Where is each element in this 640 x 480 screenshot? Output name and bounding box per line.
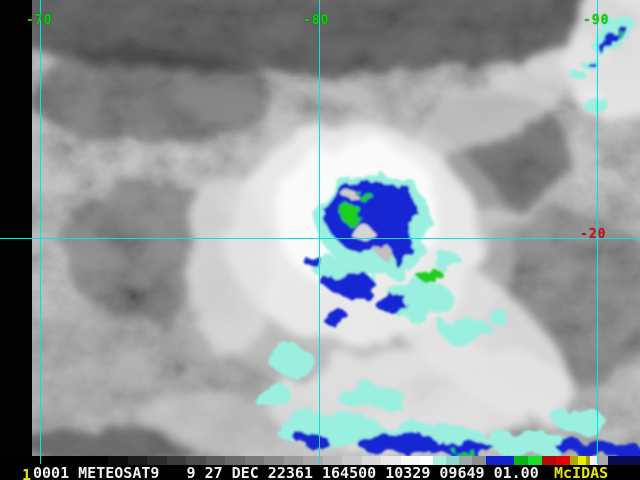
colorbar-segment: [514, 456, 528, 465]
satellite-cloud-scene: [0, 0, 640, 456]
colorbar-segment: [322, 456, 342, 465]
colorbar-segment: [486, 456, 514, 465]
colorbar-segment: [433, 456, 446, 465]
colorbar-segment: [225, 456, 245, 465]
colorbar-segment: [528, 456, 542, 465]
colorbar-segment: [420, 456, 433, 465]
colorbar-segment: [342, 456, 362, 465]
colorbar-segment: [361, 456, 381, 465]
colorbar-segment: [166, 456, 186, 465]
colorbar-segment: [264, 456, 284, 465]
enhancement-colorbar: [108, 456, 640, 465]
frame-number: 1: [22, 466, 32, 480]
colorbar-segment: [586, 456, 590, 465]
colorbar-segment: [303, 456, 323, 465]
colorbar-segment: [542, 456, 556, 465]
colorbar-segment: [446, 456, 459, 465]
colorbar-segment: [283, 456, 303, 465]
colorbar-segment: [186, 456, 206, 465]
colorbar-segment: [108, 456, 128, 465]
colorbar-segment: [608, 456, 640, 465]
colorbar-segment: [598, 456, 608, 465]
image-label-text: 0001 METEOSAT9 9 27 DEC 22361 164500 103…: [33, 464, 539, 480]
colorbar-segment: [590, 456, 598, 465]
colorbar-segment: [400, 456, 420, 465]
mcidas-brand: McIDAS: [554, 464, 609, 480]
satellite-image[interactable]: [0, 0, 640, 456]
colorbar-segment: [147, 456, 167, 465]
image-left-margin: [0, 0, 32, 456]
colorbar-segment: [381, 456, 401, 465]
colorbar-segment: [472, 456, 486, 465]
status-bar: 1 0001 METEOSAT9 9 27 DEC 22361 164500 1…: [0, 456, 640, 480]
colorbar-segment: [459, 456, 472, 465]
colorbar-segment: [578, 456, 586, 465]
colorbar-segment: [244, 456, 264, 465]
colorbar-segment: [127, 456, 147, 465]
colorbar-segment: [570, 456, 578, 465]
colorbar-segment: [556, 456, 570, 465]
colorbar-segment: [205, 456, 225, 465]
